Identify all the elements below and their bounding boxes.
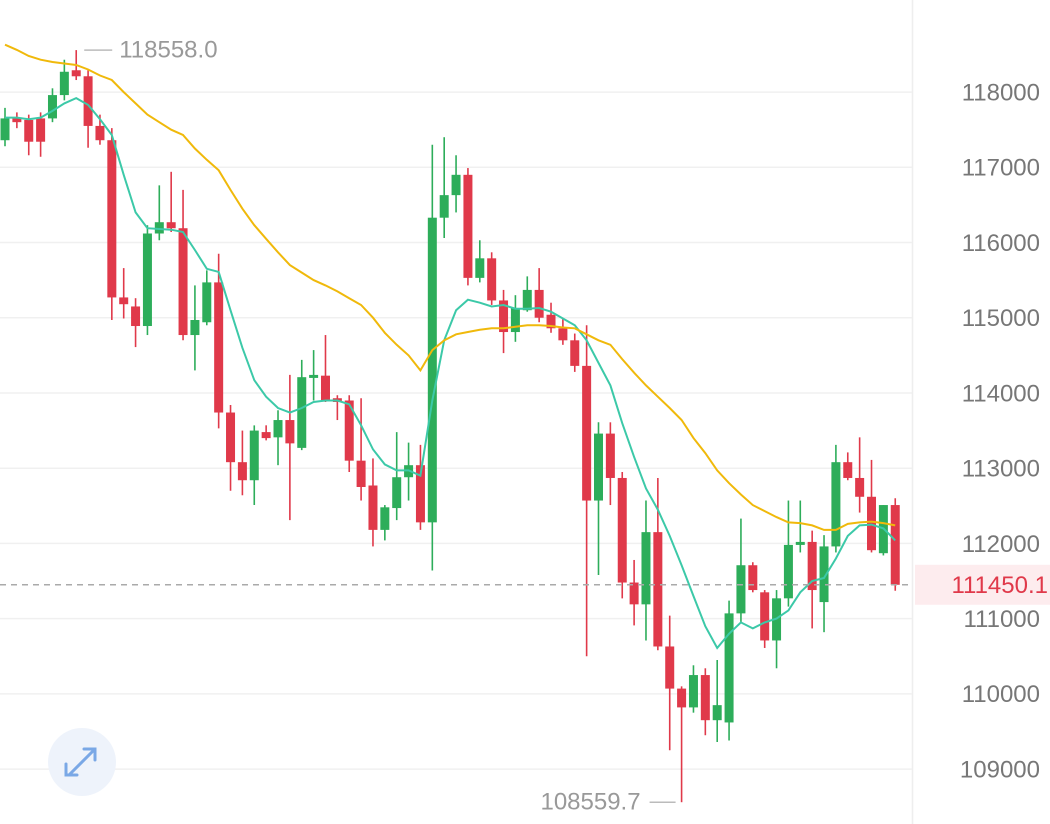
candle-body: [415, 465, 425, 523]
candle-body: [261, 432, 271, 439]
ma-line: [4, 43, 896, 531]
candle-body: [131, 306, 141, 327]
candle-body: [24, 119, 34, 142]
candle-body: [178, 228, 188, 336]
candle-body: [688, 675, 698, 708]
candle-body: [558, 328, 568, 341]
candle-body: [665, 646, 675, 689]
candle-body: [641, 532, 651, 605]
candle-body: [546, 314, 556, 329]
candle-body: [736, 565, 746, 614]
candle-body: [344, 400, 354, 461]
candle-body: [510, 307, 520, 333]
y-tick-label: 114000: [962, 380, 1040, 407]
candle-body: [107, 140, 117, 298]
candle-body: [582, 365, 592, 501]
candle-body: [95, 125, 105, 141]
candle-body: [190, 320, 200, 336]
candle-body: [819, 546, 829, 603]
y-tick-label: 117000: [962, 155, 1040, 182]
candle-body: [285, 420, 295, 444]
candle-body: [237, 462, 247, 481]
candle-body: [439, 195, 449, 218]
candle-body: [356, 460, 366, 487]
candle-body: [273, 420, 283, 438]
candle-body: [36, 118, 46, 142]
candle-body: [0, 118, 10, 141]
candle-body: [451, 174, 461, 196]
ma-line: [5, 96, 896, 650]
expand-icon[interactable]: [64, 747, 97, 777]
candle-body: [724, 613, 734, 723]
y-tick-label: 112000: [962, 531, 1040, 558]
candle-body: [783, 544, 793, 599]
candle-body: [831, 462, 841, 547]
candle-body: [594, 433, 603, 501]
y-tick-label: 113000: [962, 456, 1040, 483]
candle-body: [47, 95, 57, 119]
candle-body: [795, 541, 805, 545]
y-tick-label: 116000: [962, 230, 1040, 257]
last-price-label: 111450.1: [951, 572, 1048, 599]
candle-body: [487, 258, 497, 301]
candle-body: [522, 289, 532, 311]
y-tick-label: 118000: [962, 79, 1040, 106]
candle-body: [142, 233, 152, 327]
candle-body: [249, 430, 259, 481]
candle-body: [83, 76, 93, 126]
y-tick-label: 109000: [960, 756, 1040, 783]
candle-body: [855, 477, 865, 497]
candle-body: [890, 505, 900, 585]
candle-body: [59, 71, 69, 96]
candle-body: [534, 289, 544, 318]
candle-body: [748, 565, 758, 591]
candle-body: [119, 297, 129, 305]
candle-body: [427, 217, 437, 523]
y-tick-label: 111000: [963, 606, 1040, 633]
grid: [0, 91, 912, 770]
candle-body: [214, 282, 224, 413]
candle-body: [605, 433, 615, 478]
candle-body: [499, 300, 509, 333]
candle-body: [700, 675, 710, 721]
candle-body: [570, 340, 580, 366]
candle-body: [309, 374, 319, 378]
candle-body: [867, 496, 877, 551]
candle-body: [71, 70, 81, 77]
y-tick-label: 110000: [962, 681, 1040, 708]
candle-body: [463, 174, 473, 278]
y-tick-label: 115000: [962, 305, 1040, 332]
candle-body: [677, 688, 687, 708]
max-label: 118558.0: [119, 36, 217, 63]
min-label: 108559.7: [540, 789, 640, 816]
candle-body: [475, 258, 485, 278]
candle-body: [380, 507, 390, 530]
candle-body: [202, 282, 212, 323]
candle-body: [629, 582, 639, 605]
candle-body: [12, 118, 22, 123]
expand-button[interactable]: [48, 728, 116, 796]
candle-body: [297, 377, 307, 448]
candles: [0, 50, 900, 803]
candle-body: [807, 541, 817, 591]
last-price-badge: [915, 564, 1050, 605]
candle-body: [392, 477, 402, 509]
candle-body: [226, 412, 236, 463]
candle-body: [843, 462, 853, 478]
candle-body: [368, 485, 378, 530]
candle-body: [617, 477, 627, 583]
candle-body: [166, 222, 176, 229]
candle-body: [320, 375, 330, 401]
candle-body: [760, 592, 770, 641]
candle-body: [154, 222, 164, 234]
candle-body: [712, 705, 722, 721]
candle-body: [653, 532, 663, 647]
